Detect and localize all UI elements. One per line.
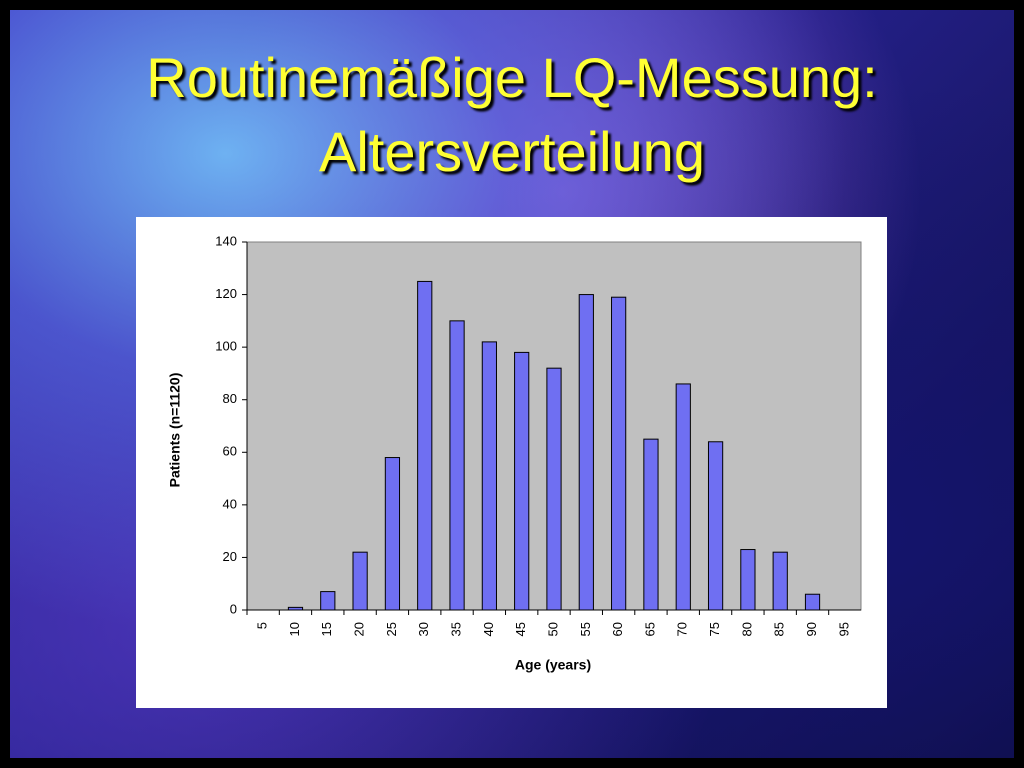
bar xyxy=(611,296,627,611)
bar xyxy=(546,367,562,611)
x-tick-label: 90 xyxy=(804,622,819,636)
bar xyxy=(643,438,659,611)
x-tick-label: 5 xyxy=(255,622,270,629)
y-tick-label: 80 xyxy=(223,391,237,406)
y-tick-label: 140 xyxy=(215,233,237,248)
x-tick-label: 25 xyxy=(384,622,399,636)
x-tick-label: 80 xyxy=(739,622,754,636)
x-tick-label: 35 xyxy=(448,622,463,636)
y-tick-label: 120 xyxy=(215,286,237,301)
bar xyxy=(772,551,788,611)
x-tick-label: 95 xyxy=(836,622,851,636)
y-tick-label: 0 xyxy=(230,601,237,616)
x-tick-label: 70 xyxy=(675,622,690,636)
x-tick-label: 20 xyxy=(352,622,367,636)
y-tick-label: 60 xyxy=(223,444,237,459)
bar xyxy=(384,457,401,611)
bar xyxy=(352,551,368,611)
x-tick-label: 10 xyxy=(287,622,302,636)
title-line: Altersverteilung xyxy=(319,120,705,183)
x-tick-label: 50 xyxy=(545,622,560,636)
x-tick-label: 15 xyxy=(319,622,334,636)
bar xyxy=(740,549,756,611)
bar xyxy=(320,591,336,611)
bar xyxy=(804,593,821,611)
x-tick-label: 45 xyxy=(513,622,528,636)
bar xyxy=(449,320,465,611)
bar xyxy=(707,441,724,611)
bar xyxy=(578,294,594,611)
x-axis-label: Age (years) xyxy=(515,657,591,673)
x-tick-label: 65 xyxy=(642,622,657,636)
y-axis-label: Patients (n=1120) xyxy=(167,373,183,488)
y-tick-label: 20 xyxy=(223,549,237,564)
x-tick-label: 60 xyxy=(610,622,625,636)
bar xyxy=(675,383,691,611)
bar xyxy=(514,351,530,611)
x-tick-label: 30 xyxy=(416,622,431,636)
x-tick-label: 85 xyxy=(772,622,787,636)
bar xyxy=(287,606,304,611)
y-tick-label: 100 xyxy=(215,339,237,354)
x-tick-label: 75 xyxy=(707,622,722,636)
x-tick-label: 40 xyxy=(481,622,496,636)
x-tick-label: 55 xyxy=(578,622,593,636)
title-line: Routinemäßige LQ-Messung: xyxy=(146,46,878,109)
y-tick-label: 40 xyxy=(223,496,237,511)
bar xyxy=(417,280,433,611)
bar xyxy=(481,341,497,611)
